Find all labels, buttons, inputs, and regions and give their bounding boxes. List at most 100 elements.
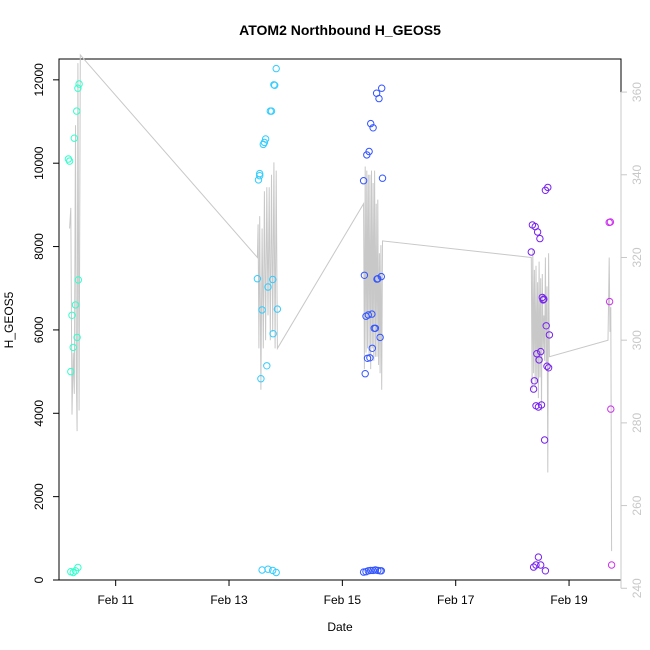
x-axis-label: Date <box>327 620 353 634</box>
y2-tick-label: 340 <box>630 164 644 184</box>
data-point-series-1 <box>74 276 83 284</box>
data-point-series-4 <box>541 567 550 575</box>
x-tick-label: Feb 11 <box>97 593 134 607</box>
y2-tick-label: 360 <box>630 82 644 102</box>
data-point-series-3 <box>377 272 385 281</box>
data-point-series-3 <box>378 84 386 92</box>
data-point-series-2 <box>254 176 263 184</box>
secondary-line-layer <box>69 53 613 552</box>
data-point-series-4 <box>529 385 538 393</box>
data-point-series-1 <box>75 80 83 88</box>
data-point-series-1 <box>74 84 82 92</box>
data-point-series-2 <box>272 64 280 73</box>
data-point-series-3 <box>364 311 372 319</box>
data-point-series-2 <box>260 138 269 147</box>
data-point-series-3 <box>378 174 387 182</box>
data-point-series-4 <box>532 561 540 569</box>
x-tick-label: Feb 19 <box>550 593 588 607</box>
data-point-series-1 <box>73 107 81 115</box>
y2-tick-label: 320 <box>630 247 644 267</box>
data-point-series-2 <box>267 107 276 115</box>
y-axis: 0 2000 4000 6000 8000 10000 12000 <box>32 63 60 583</box>
data-point-series-2 <box>258 566 266 574</box>
data-point-series-4 <box>540 295 548 303</box>
y2-tick-label: 280 <box>630 413 644 433</box>
data-point-series-3 <box>377 567 385 575</box>
data-point-series-1 <box>67 367 75 376</box>
data-point-series-4 <box>527 248 535 256</box>
chart-title: ATOM2 Northbound H_GEOS5 <box>239 22 441 38</box>
data-point-series-1 <box>74 563 82 572</box>
data-point-series-1 <box>71 301 80 309</box>
y-tick-label: 2000 <box>32 483 46 510</box>
data-point-series-4 <box>539 296 547 304</box>
data-point-series-4 <box>544 183 552 192</box>
points-layer <box>64 64 616 577</box>
x-tick-label: Feb 13 <box>210 593 248 607</box>
data-point-series-2 <box>269 275 277 284</box>
data-point-series-1 <box>69 343 77 352</box>
data-point-series-2 <box>258 306 266 314</box>
y-tick-label: 12000 <box>32 63 46 97</box>
data-point-series-2 <box>256 172 264 180</box>
data-point-series-3 <box>369 124 377 132</box>
data-point-series-4 <box>529 563 538 571</box>
data-point-series-4 <box>540 436 549 444</box>
x-tick-label: Feb 15 <box>324 593 362 607</box>
data-point-series-2 <box>256 169 264 178</box>
data-point-series-3 <box>375 94 383 103</box>
y-tick-label: 4000 <box>32 400 46 427</box>
y2-tick-label: 300 <box>630 330 644 350</box>
data-point-series-3 <box>365 147 373 156</box>
data-point-series-4 <box>537 561 545 569</box>
data-point-series-4 <box>534 553 543 561</box>
data-point-series-4 <box>543 362 551 370</box>
data-point-series-3 <box>366 354 374 362</box>
data-point-series-2 <box>272 568 280 577</box>
data-point-series-2 <box>264 283 272 291</box>
y2-tick-label: 240 <box>630 578 644 598</box>
data-point-series-1 <box>65 157 74 165</box>
data-point-series-3 <box>367 119 375 128</box>
data-point-series-3 <box>360 271 369 279</box>
data-point-series-4 <box>536 234 544 243</box>
data-point-series-2 <box>257 375 265 383</box>
data-point-series-3 <box>359 177 368 185</box>
data-point-series-5 <box>607 561 616 569</box>
data-point-series-1 <box>73 333 81 342</box>
data-point-series-5 <box>607 405 615 413</box>
data-point-series-4 <box>535 356 543 364</box>
data-point-series-4 <box>545 331 554 339</box>
data-point-series-4 <box>537 401 546 409</box>
y-tick-label: 8000 <box>32 233 46 260</box>
data-point-series-4 <box>537 347 545 356</box>
data-point-series-3 <box>368 310 376 318</box>
data-point-series-4 <box>533 228 542 236</box>
y-axis-label: H_GEOS5 <box>2 291 16 348</box>
secondary-line <box>69 53 613 552</box>
data-point-series-2 <box>263 362 271 370</box>
data-point-series-3 <box>376 333 384 342</box>
x-tick-label: Feb 17 <box>437 593 475 607</box>
data-point-series-1 <box>69 568 77 577</box>
data-point-series-1 <box>70 134 79 142</box>
data-point-series-3 <box>371 324 380 332</box>
data-point-series-2 <box>253 275 262 283</box>
data-point-series-3 <box>361 370 369 378</box>
data-point-series-2 <box>269 330 277 338</box>
y2-tick-label: 260 <box>630 495 644 515</box>
data-point-series-2 <box>273 305 282 313</box>
data-point-series-2 <box>271 81 279 90</box>
data-point-series-3 <box>367 566 375 575</box>
data-point-series-3 <box>368 344 376 352</box>
data-point-series-5 <box>605 297 614 306</box>
data-point-series-5 <box>606 218 615 226</box>
y-tick-label: 0 <box>32 576 46 583</box>
data-point-series-2 <box>261 135 270 143</box>
data-point-series-4 <box>533 350 541 358</box>
y2-axis: 240 260 280 300 320 340 360 <box>620 82 644 598</box>
data-point-series-1 <box>68 311 76 319</box>
x-axis: Feb 11 Feb 13 Feb 15 Feb 17 Feb 19 <box>97 579 588 607</box>
data-point-series-4 <box>542 322 550 330</box>
